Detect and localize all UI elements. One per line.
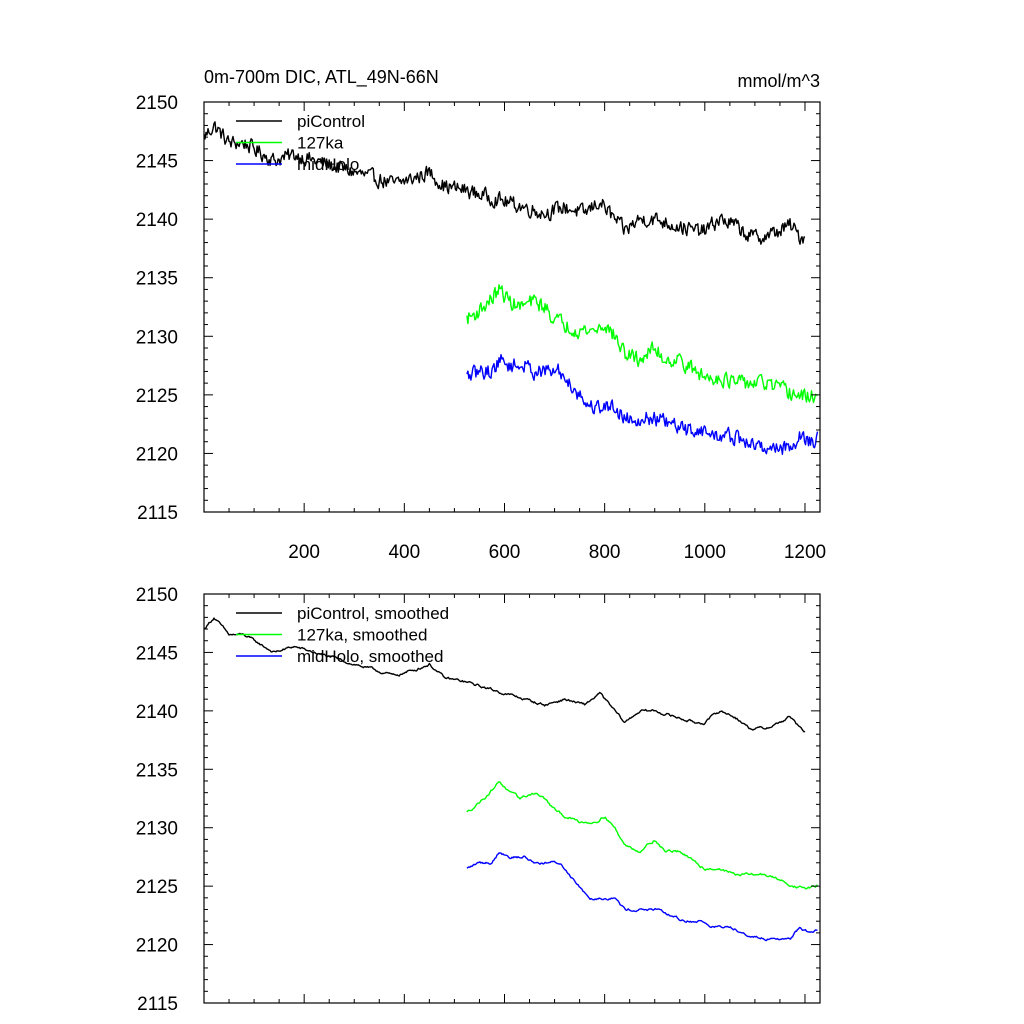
units-label: mmol/m^3	[738, 71, 820, 91]
y-tick-label: 2140	[136, 210, 178, 231]
legend-label: 127ka	[297, 134, 344, 153]
y-tick-label: 2125	[136, 386, 178, 407]
legend-label: 127ka, smoothed	[297, 626, 427, 645]
plot-frame	[203, 101, 821, 513]
legend-label: midHolo	[297, 155, 359, 174]
x-tick-label: 800	[589, 542, 621, 563]
series-line-picontrol-smoothed	[204, 617, 806, 733]
x-tick-label: 400	[388, 542, 420, 563]
y-tick-label: 2120	[136, 936, 178, 957]
bottom-panel: piControl, smoothed 127ka, smoothed midHol…	[136, 585, 821, 1015]
y-tick-label: 2130	[136, 327, 178, 348]
plot-frame	[203, 593, 821, 1004]
y-tick-label: 2145	[136, 643, 178, 664]
series-line-127ka	[466, 284, 818, 404]
y-tick-label: 2125	[136, 877, 178, 898]
y-tick-label: 2135	[136, 760, 178, 781]
legend-label: piControl, smoothed	[297, 604, 449, 623]
y-tick-label: 2150	[136, 585, 178, 606]
legend-label: piControl	[297, 112, 365, 131]
x-tick-label: 600	[489, 542, 521, 563]
y-tick-label: 2140	[136, 702, 178, 723]
x-tick-label: 1000	[684, 542, 726, 563]
top-panel: piControl 127ka midHolo 2115 2120 2125 2130 213…	[136, 93, 826, 563]
y-tick-label: 2115	[137, 994, 178, 1015]
chart-title: 0m-700m DIC, ATL_49N-66N	[204, 67, 439, 88]
y-tick-label: 2135	[136, 269, 178, 290]
y-tick-label: 2145	[136, 152, 178, 173]
legend-label: midHolo, smoothed	[297, 647, 443, 666]
series-line-midholo	[466, 354, 819, 455]
x-tick-label: 200	[288, 542, 320, 563]
x-tick-label: 1200	[784, 542, 826, 563]
series-line-127ka-smoothed	[466, 781, 819, 890]
y-tick-label: 2150	[136, 93, 178, 114]
series-line-midholo-smoothed	[466, 852, 818, 942]
y-tick-label: 2115	[137, 503, 178, 524]
y-tick-label: 2130	[136, 819, 178, 840]
y-tick-label: 2120	[136, 444, 178, 465]
series-line-picontrol	[203, 121, 806, 245]
